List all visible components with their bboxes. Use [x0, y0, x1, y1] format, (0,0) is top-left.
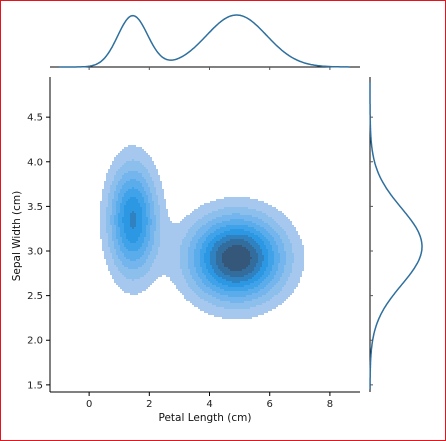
joint-kde-fill: [100, 145, 304, 319]
x-tick-label: 8: [327, 399, 333, 410]
kde-level-3: [110, 171, 286, 303]
kde-level-7: [130, 211, 264, 283]
kde-level-9: [222, 245, 252, 271]
marginal-x-curve: [59, 14, 350, 68]
x-tick-label: 2: [146, 399, 152, 410]
y-tick-label: 3.5: [27, 202, 43, 213]
y-tick-label: 1.5: [27, 380, 43, 391]
kde-level-8: [216, 239, 258, 277]
x-tick-label: 4: [206, 399, 212, 410]
y-tick-label: 4.5: [27, 113, 43, 124]
x-tick-label: 6: [267, 399, 273, 410]
y-tick-label: 2.5: [27, 291, 43, 302]
kde-level-1: [100, 145, 304, 319]
marginal-y-curve: [369, 82, 423, 390]
marginal-x-kde: [50, 14, 360, 68]
kde-level-2: [106, 159, 294, 309]
joint-axes: 0 2 4 6 8 1.5 2.0 2.5 3.0 3.5 4.0 4.5: [27, 67, 373, 410]
marginal-y-kde: [369, 77, 423, 392]
y-tick-label: 4.0: [27, 157, 43, 168]
x-tick-label: 0: [86, 399, 92, 410]
y-axis-label: Sepal Width (cm): [11, 191, 23, 282]
x-axis-label: Petal Length (cm): [159, 412, 252, 424]
y-tick-label: 3.0: [27, 247, 43, 258]
kde-level-4: [114, 179, 280, 297]
y-tick-label: 2.0: [27, 336, 43, 347]
kde-level-6: [122, 197, 268, 287]
kde-level-5: [118, 187, 274, 291]
